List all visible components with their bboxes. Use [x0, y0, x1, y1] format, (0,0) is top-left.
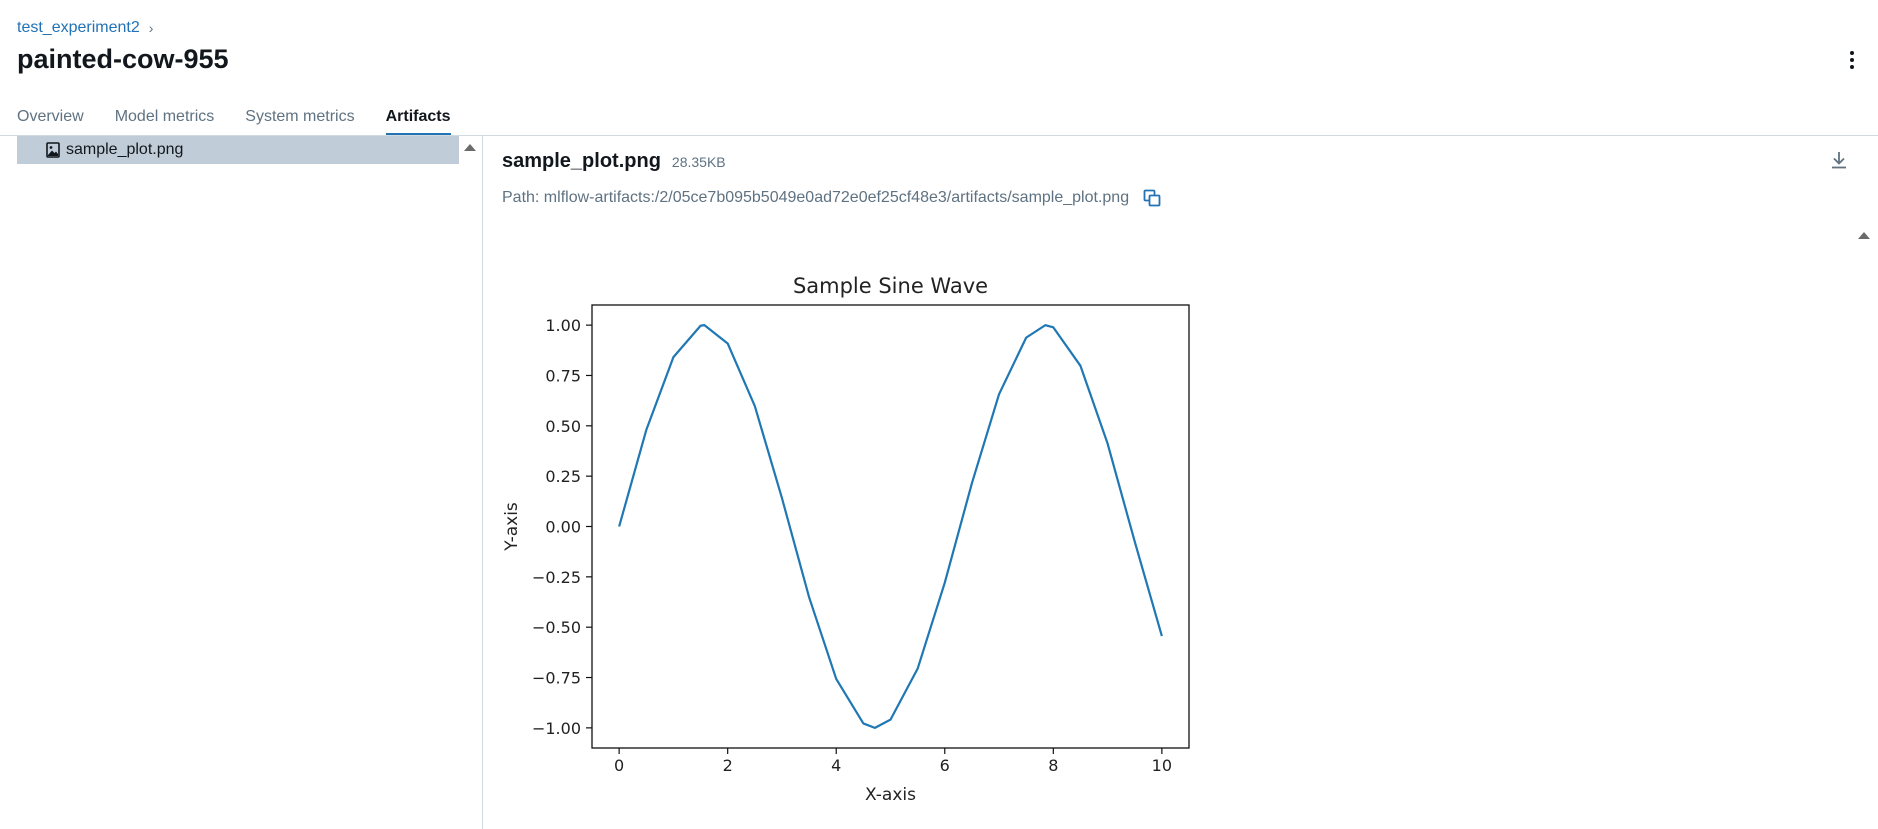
- chart-x-tick-label: 10: [1152, 756, 1172, 775]
- chart-x-axis-label: X-axis: [865, 785, 916, 805]
- chart-x-tick-label: 0: [614, 756, 624, 775]
- chart-y-tick-label: 0.75: [545, 366, 581, 385]
- artifact-path-row: Path: mlflow-artifacts:/2/05ce7b095b5049…: [502, 189, 1161, 207]
- artifact-size: 28.35KB: [671, 154, 726, 170]
- chart-y-tick-label: 0.00: [545, 518, 581, 537]
- chart-plot-frame: [591, 304, 1190, 749]
- panel-divider[interactable]: [482, 136, 483, 829]
- copy-icon[interactable]: [1143, 189, 1161, 207]
- breadcrumb: test_experiment2 ›: [17, 19, 153, 37]
- scroll-up-arrow-icon[interactable]: [1856, 228, 1872, 246]
- chart-y-tick-label: −0.75: [532, 669, 581, 688]
- sample-plot-image: Sample Sine Wave X-axis Y-axis 0 2 4 6 8 10 −1…: [502, 274, 1190, 805]
- breadcrumb-chevron-icon: ›: [148, 20, 154, 36]
- artifact-tree-item-label: sample_plot.png: [66, 141, 184, 158]
- chart-y-tick-label: −1.00: [532, 719, 581, 738]
- tab-system-metrics[interactable]: System metrics: [245, 108, 355, 125]
- chart-x-tick-label: 2: [723, 756, 733, 775]
- chart-x-tick-label: 4: [831, 756, 841, 775]
- image-file-icon: [46, 142, 60, 158]
- tabs-divider: [0, 135, 1878, 136]
- artifact-tree-item[interactable]: sample_plot.png: [17, 136, 459, 164]
- chart-y-axis-label: Y-axis: [502, 502, 522, 552]
- chart-x-tick-label: 6: [940, 756, 950, 775]
- chart-y-tick-label: −0.50: [532, 618, 581, 637]
- tab-artifacts[interactable]: Artifacts: [385, 108, 451, 136]
- scroll-up-arrow-icon[interactable]: [462, 140, 478, 158]
- chart-x-tick-label: 8: [1048, 756, 1058, 775]
- artifact-path: Path: mlflow-artifacts:/2/05ce7b095b5049…: [502, 189, 1130, 206]
- tab-overview[interactable]: Overview: [17, 108, 84, 125]
- tab-model-metrics[interactable]: Model metrics: [114, 108, 215, 125]
- chart-y-tick-label: 1.00: [545, 316, 581, 335]
- chart-y-tick-label: −0.25: [532, 568, 581, 587]
- download-icon[interactable]: [1830, 150, 1848, 175]
- chart-y-tick-label: 0.50: [545, 417, 581, 436]
- more-options-icon[interactable]: [1848, 49, 1856, 71]
- chart-title: Sample Sine Wave: [793, 274, 988, 298]
- artifact-tree: sample_plot.png: [17, 136, 459, 164]
- chart-series-line: [618, 324, 1163, 729]
- breadcrumb-experiment-link[interactable]: test_experiment2: [17, 19, 140, 36]
- artifact-name: sample_plot.png: [502, 150, 661, 172]
- chart-y-tick-label: 0.25: [545, 467, 581, 486]
- artifact-header: sample_plot.png 28.35KB: [502, 150, 726, 173]
- run-tabs: Overview Model metrics System metrics Ar…: [17, 108, 482, 136]
- page-title: painted-cow-955: [17, 44, 229, 74]
